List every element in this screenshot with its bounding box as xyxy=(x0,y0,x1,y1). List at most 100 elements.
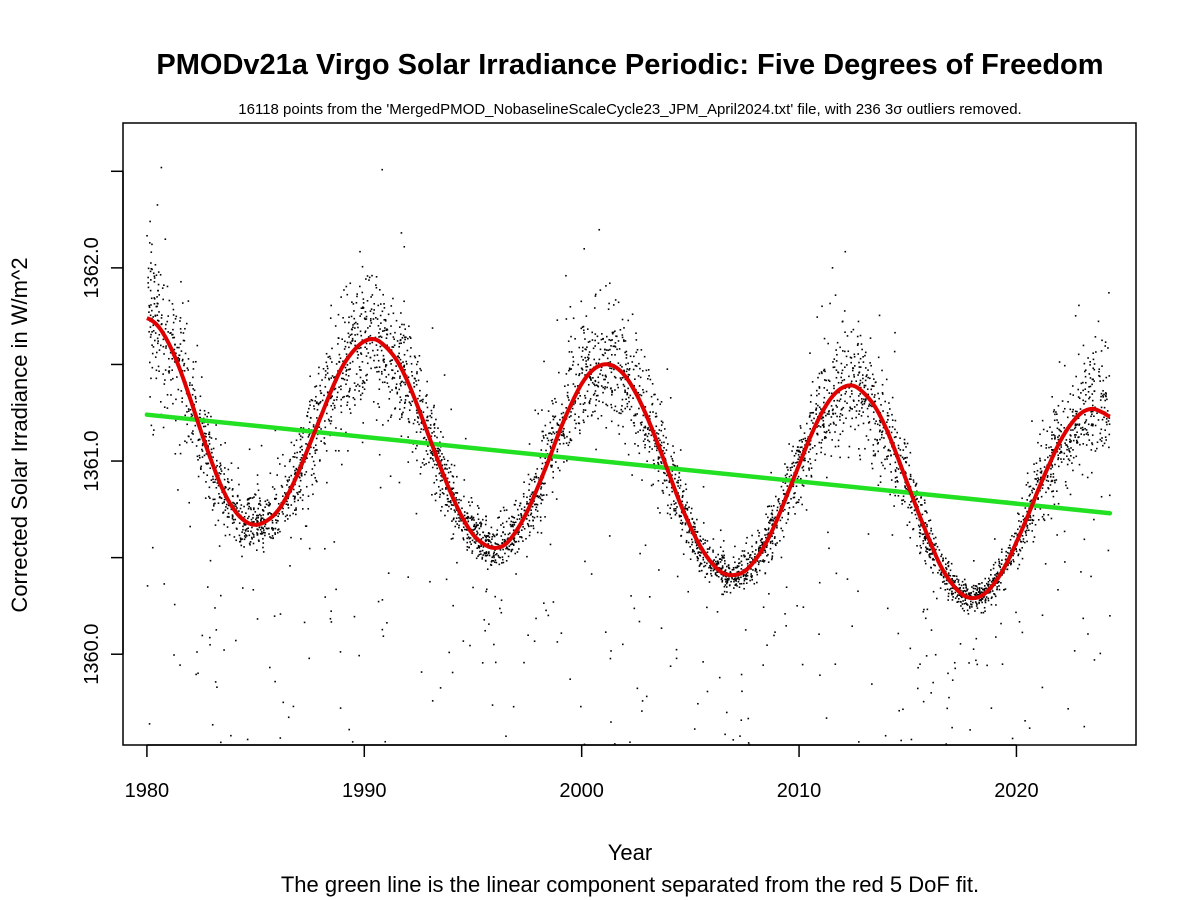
data-point xyxy=(260,517,263,519)
data-point xyxy=(252,513,254,516)
data-point xyxy=(1080,382,1083,385)
data-point xyxy=(476,513,479,516)
data-point xyxy=(583,402,586,404)
data-point xyxy=(712,538,715,540)
data-point xyxy=(523,506,526,508)
data-point xyxy=(613,368,615,371)
data-point xyxy=(338,386,340,389)
data-point xyxy=(1087,423,1090,426)
data-point xyxy=(822,401,825,404)
data-point xyxy=(950,562,953,565)
data-point xyxy=(156,314,159,317)
data-point xyxy=(397,355,399,358)
data-point xyxy=(371,274,373,277)
data-point xyxy=(924,560,926,562)
data-point xyxy=(478,547,481,549)
data-point xyxy=(1095,351,1097,353)
data-point xyxy=(1070,455,1072,457)
data-point xyxy=(992,578,995,580)
data-point xyxy=(417,417,420,419)
data-point xyxy=(173,603,176,606)
data-point xyxy=(637,375,640,377)
data-point xyxy=(1046,474,1049,477)
data-point xyxy=(745,542,748,544)
data-point xyxy=(410,371,413,373)
data-point xyxy=(702,538,704,540)
data-point xyxy=(692,525,695,528)
data-point xyxy=(655,412,657,415)
data-point xyxy=(765,546,768,549)
data-point xyxy=(558,469,561,472)
data-point xyxy=(348,368,350,371)
data-point xyxy=(634,378,636,380)
data-point xyxy=(779,519,782,522)
data-point xyxy=(1009,547,1011,549)
data-point xyxy=(307,507,310,510)
data-point xyxy=(249,541,252,543)
data-point xyxy=(842,406,845,409)
data-point xyxy=(771,535,773,537)
data-point xyxy=(699,563,701,566)
data-point xyxy=(866,388,869,391)
data-point xyxy=(959,643,962,645)
data-point xyxy=(491,556,494,559)
data-point xyxy=(248,542,251,545)
data-point xyxy=(611,389,613,392)
data-point xyxy=(168,371,170,374)
data-point xyxy=(452,533,455,535)
data-point xyxy=(809,443,812,446)
data-point xyxy=(205,432,207,435)
data-point xyxy=(851,417,853,420)
data-point xyxy=(635,365,638,367)
data-point xyxy=(1108,446,1110,449)
data-point xyxy=(516,551,519,553)
data-point xyxy=(771,557,773,559)
data-point xyxy=(652,459,655,462)
data-point xyxy=(1050,517,1053,520)
data-point xyxy=(360,334,363,337)
data-point xyxy=(644,406,647,408)
data-point xyxy=(581,372,583,374)
data-point xyxy=(610,345,612,347)
data-point xyxy=(592,377,594,379)
data-point xyxy=(205,462,207,465)
data-point xyxy=(717,553,719,556)
data-point xyxy=(212,498,215,501)
data-point xyxy=(772,532,775,535)
data-point xyxy=(841,379,844,382)
data-point xyxy=(947,595,950,598)
data-point xyxy=(678,472,681,474)
data-point xyxy=(618,433,621,435)
data-point xyxy=(288,479,291,481)
data-point xyxy=(671,490,673,493)
data-point xyxy=(552,431,555,433)
data-point xyxy=(764,572,767,575)
data-point xyxy=(157,340,159,342)
data-point xyxy=(1003,572,1005,574)
data-point xyxy=(864,384,867,387)
data-point xyxy=(218,472,220,474)
data-point xyxy=(884,445,886,448)
data-point xyxy=(495,552,498,555)
data-point xyxy=(230,508,233,511)
data-point xyxy=(256,483,259,485)
data-point xyxy=(502,548,504,551)
data-point xyxy=(657,458,660,460)
data-point xyxy=(666,512,669,515)
data-point xyxy=(1064,561,1066,563)
data-point xyxy=(302,432,304,434)
data-point xyxy=(985,582,988,585)
data-point xyxy=(838,400,841,402)
data-point xyxy=(706,548,709,550)
data-point xyxy=(282,701,285,704)
data-point xyxy=(245,512,247,514)
data-point xyxy=(545,609,547,612)
data-point xyxy=(656,449,658,452)
data-point xyxy=(952,596,954,598)
data-point xyxy=(391,359,394,361)
data-point xyxy=(529,495,531,498)
data-point xyxy=(203,432,206,435)
data-point xyxy=(408,420,410,423)
data-point xyxy=(976,589,978,591)
data-point xyxy=(208,443,211,445)
